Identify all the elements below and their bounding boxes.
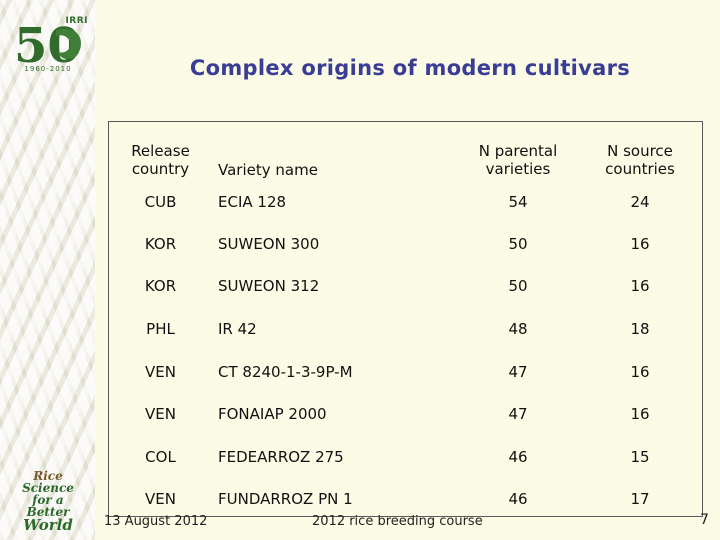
row-variety: IR 42	[218, 320, 257, 338]
row-variety: FUNDARROZ PN 1	[218, 490, 353, 508]
logo-line: Rice	[33, 469, 63, 483]
row-variety: FONAIAP 2000	[218, 405, 327, 423]
row-source: 18	[630, 320, 650, 338]
irri-50-logo: 50 IRRI 1960-2010	[8, 10, 88, 76]
row-parental: 54	[508, 193, 528, 211]
header-line: countries	[605, 160, 675, 178]
row-source: 15	[630, 448, 650, 466]
header-line: varieties	[485, 160, 551, 178]
row-source: 16	[630, 277, 650, 295]
footer-course: 2012 rice breeding course	[312, 514, 483, 529]
slide-title: Complex origins of modern cultivars	[189, 56, 631, 80]
row-source: 17	[630, 490, 650, 508]
row-parental: 50	[508, 235, 528, 253]
row-country: KOR	[144, 277, 177, 295]
row-country: PHL	[146, 320, 175, 338]
header-n-parental-varieties: N parental varieties	[458, 142, 578, 178]
row-variety: SUWEON 312	[218, 277, 320, 295]
row-parental: 47	[508, 405, 528, 423]
logo-years: 1960-2010	[24, 65, 72, 73]
row-parental: 48	[508, 320, 528, 338]
irri-50-emblem-icon: 50	[14, 18, 82, 74]
row-variety: SUWEON 300	[218, 235, 320, 253]
row-variety: ECIA 128	[218, 193, 287, 211]
rice-grain-background	[0, 0, 95, 540]
row-source: 16	[630, 405, 650, 423]
row-variety: CT 8240-1-3-9P-M	[218, 363, 353, 381]
row-country: VEN	[145, 490, 176, 508]
row-source: 24	[630, 193, 650, 211]
row-parental: 46	[508, 490, 528, 508]
row-country: CUB	[144, 193, 177, 211]
header-variety-name: Variety name	[218, 161, 318, 179]
row-source: 16	[630, 363, 650, 381]
row-source: 16	[630, 235, 650, 253]
row-parental: 50	[508, 277, 528, 295]
row-variety: FEDEARROZ 275	[218, 448, 344, 466]
rice-science-logo: Rice Science for a Better World	[10, 470, 86, 534]
logo-line: World	[23, 516, 73, 534]
header-line: N parental	[478, 142, 558, 160]
page-number: 7	[700, 512, 709, 528]
logo-numeral: 50	[14, 18, 81, 74]
logo-line: Science	[22, 481, 74, 495]
row-country: COL	[145, 448, 176, 466]
cultivars-table	[108, 121, 703, 517]
logo-tag: IRRI	[65, 16, 88, 26]
row-parental: 46	[508, 448, 528, 466]
footer-date: 13 August 2012	[104, 514, 208, 529]
header-release-country: Release country	[108, 142, 213, 178]
header-n-source-countries: N source countries	[580, 142, 700, 178]
logo-line: for a Better	[26, 493, 70, 519]
header-line: Release	[131, 142, 190, 160]
row-country: KOR	[144, 235, 177, 253]
row-country: VEN	[145, 405, 176, 423]
row-parental: 47	[508, 363, 528, 381]
header-line: N source	[607, 142, 673, 160]
header-line: country	[131, 160, 190, 178]
row-country: VEN	[145, 363, 176, 381]
